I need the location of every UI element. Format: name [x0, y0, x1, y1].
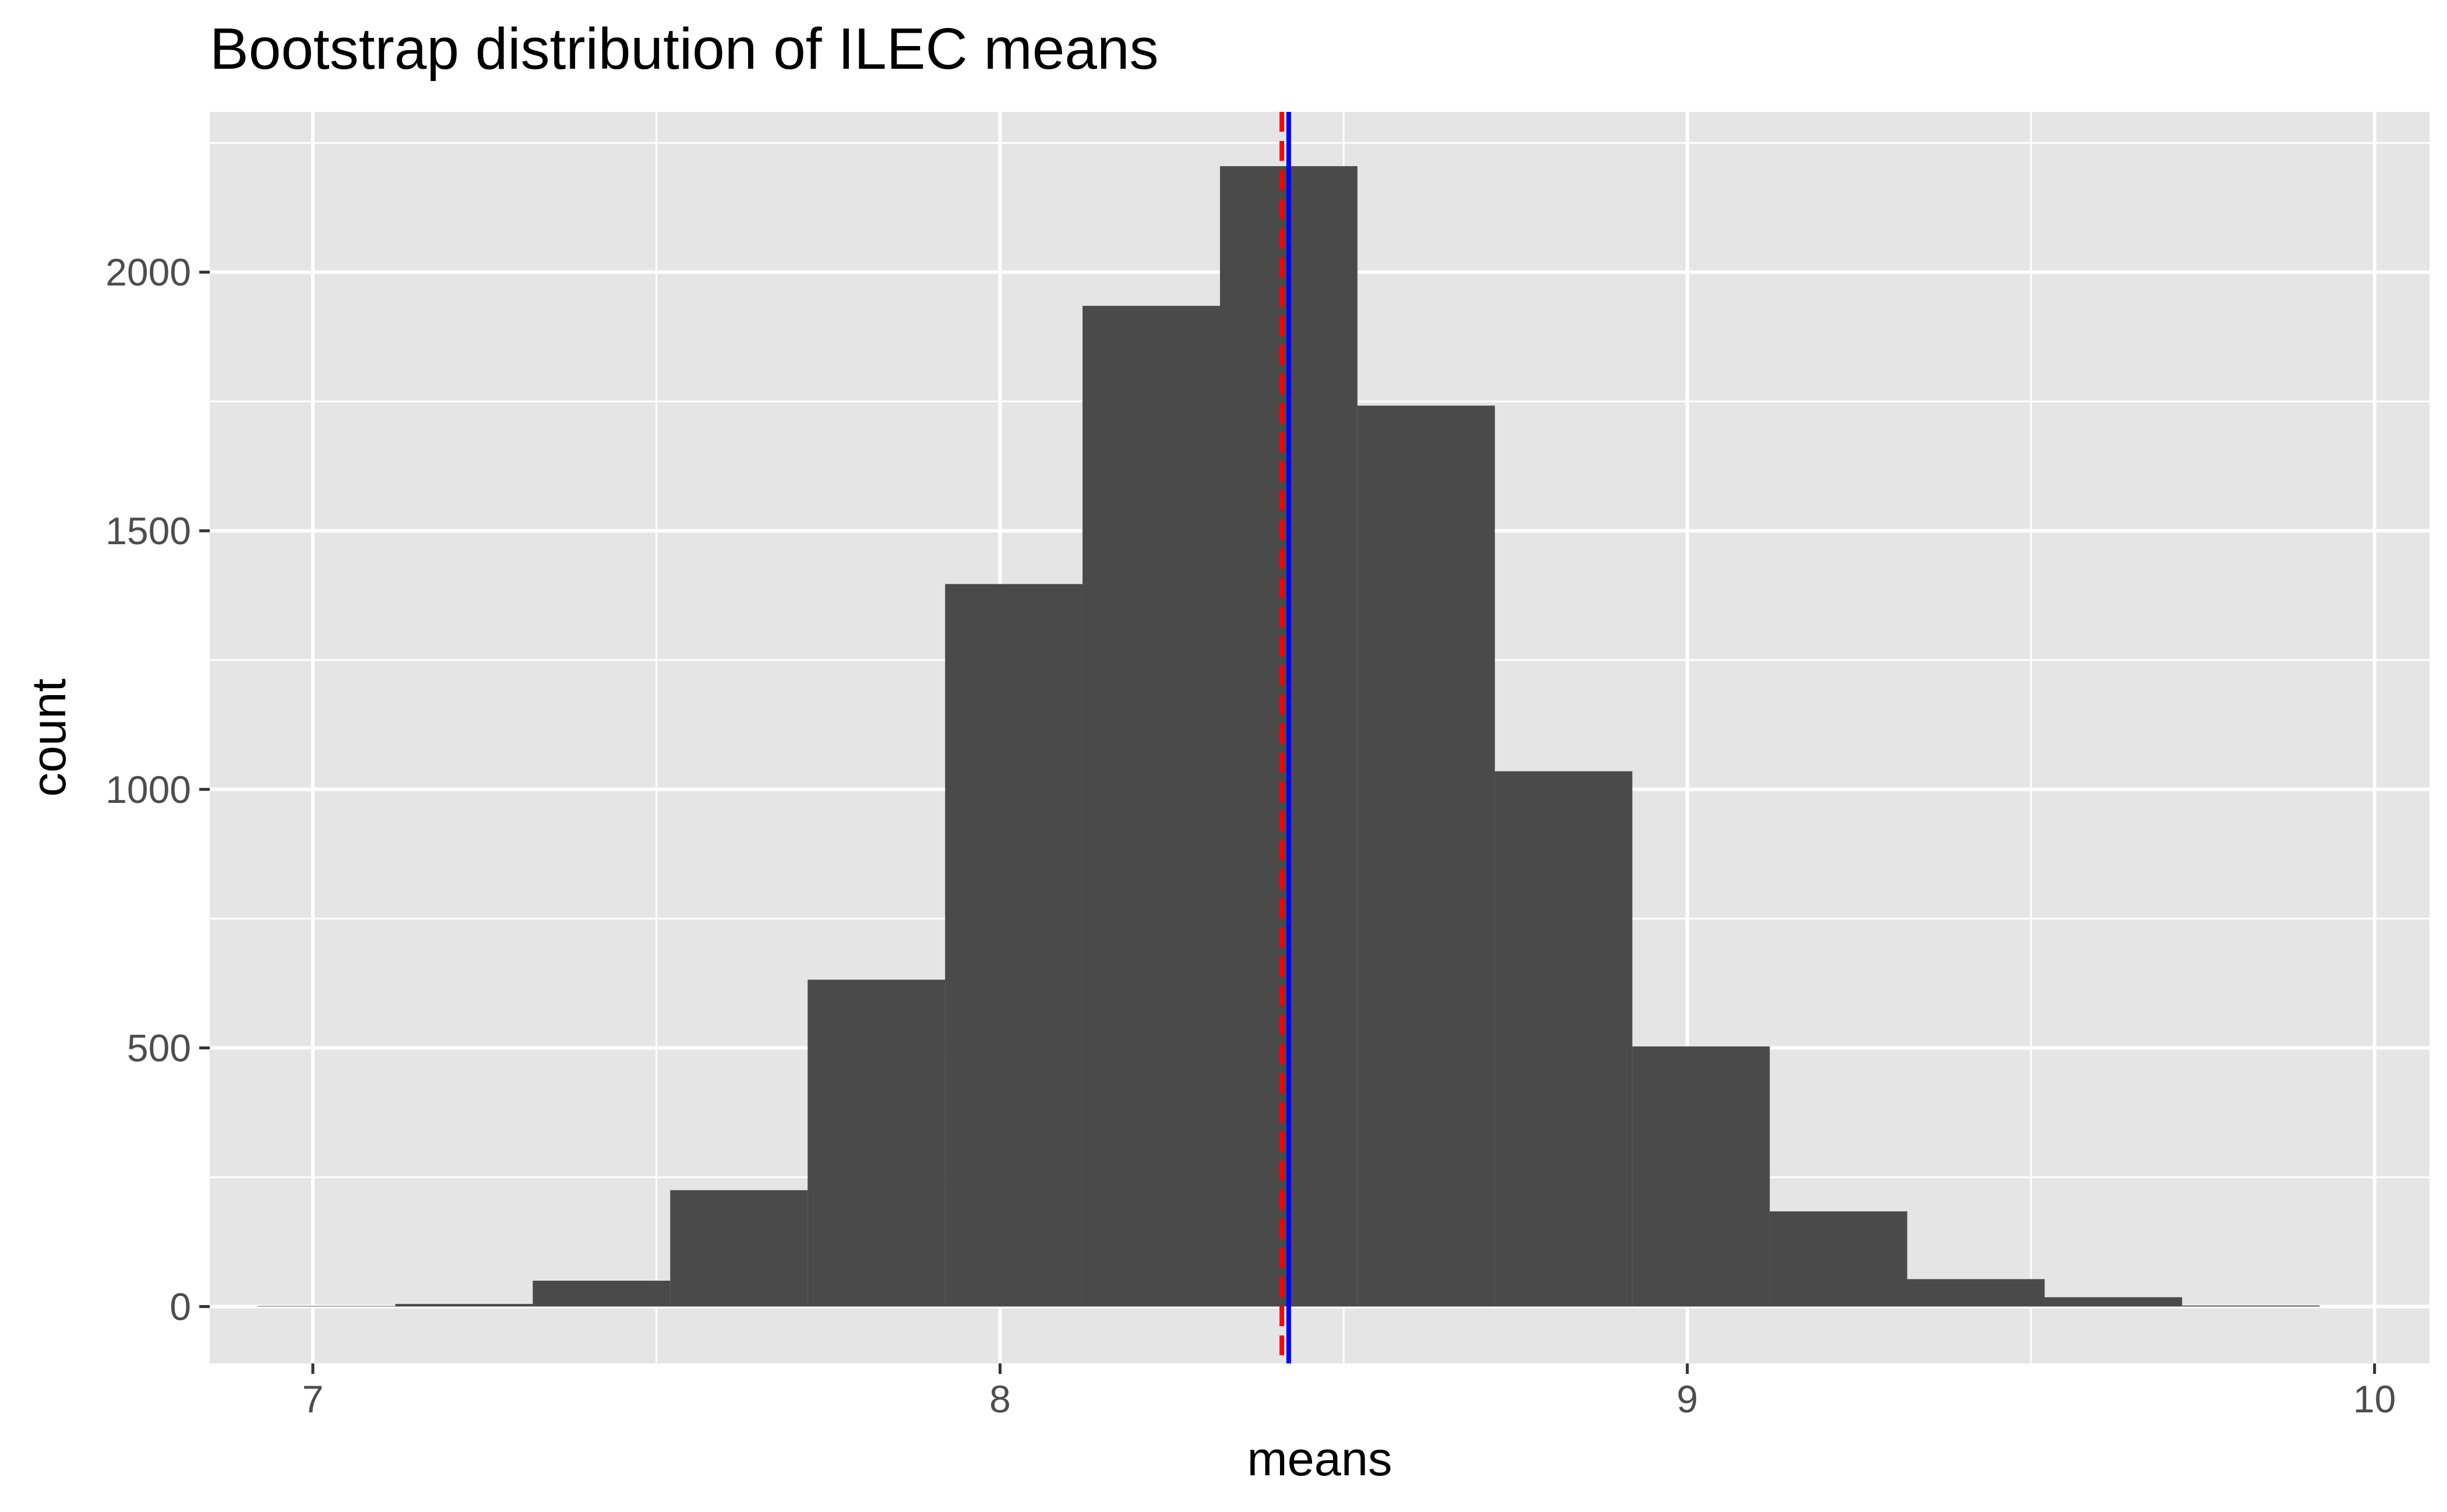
- y-tick-label: 1500: [105, 509, 191, 552]
- histogram-bar: [2044, 1297, 2182, 1307]
- histogram-bar: [1907, 1279, 2045, 1307]
- histogram-bar: [1769, 1211, 1907, 1307]
- chart-title: Bootstrap distribution of ILEC means: [210, 16, 1159, 82]
- histogram-bar: [2182, 1305, 2320, 1307]
- histogram-bar: [533, 1280, 671, 1307]
- x-tick-label: 8: [989, 1377, 1011, 1421]
- x-tick-label: 10: [2353, 1377, 2396, 1421]
- y-tick-label: 0: [170, 1285, 191, 1328]
- histogram-bar: [395, 1303, 533, 1307]
- y-tick-label: 2000: [105, 251, 191, 294]
- y-tick-label: 1000: [105, 768, 191, 811]
- x-tick-label: 9: [1677, 1377, 1698, 1421]
- histogram-bar: [945, 584, 1083, 1307]
- reference-lines: [1279, 112, 1291, 1363]
- histogram-bar: [1494, 771, 1632, 1307]
- histogram-bar: [1083, 305, 1220, 1307]
- x-tick-label: 7: [302, 1377, 324, 1421]
- histogram-bar: [670, 1190, 808, 1307]
- y-axis-title: count: [22, 678, 76, 796]
- y-axis: 0 500 1000 1500 2000: [105, 251, 210, 1328]
- histogram-bar: [1632, 1046, 1770, 1307]
- histogram-bar: [808, 979, 946, 1307]
- histogram-bar: [1357, 406, 1495, 1307]
- x-axis-title: means: [1247, 1432, 1392, 1486]
- histogram-bars: [258, 166, 2320, 1307]
- x-axis: 7 8 9 10: [302, 1363, 2396, 1421]
- y-tick-label: 500: [127, 1027, 191, 1070]
